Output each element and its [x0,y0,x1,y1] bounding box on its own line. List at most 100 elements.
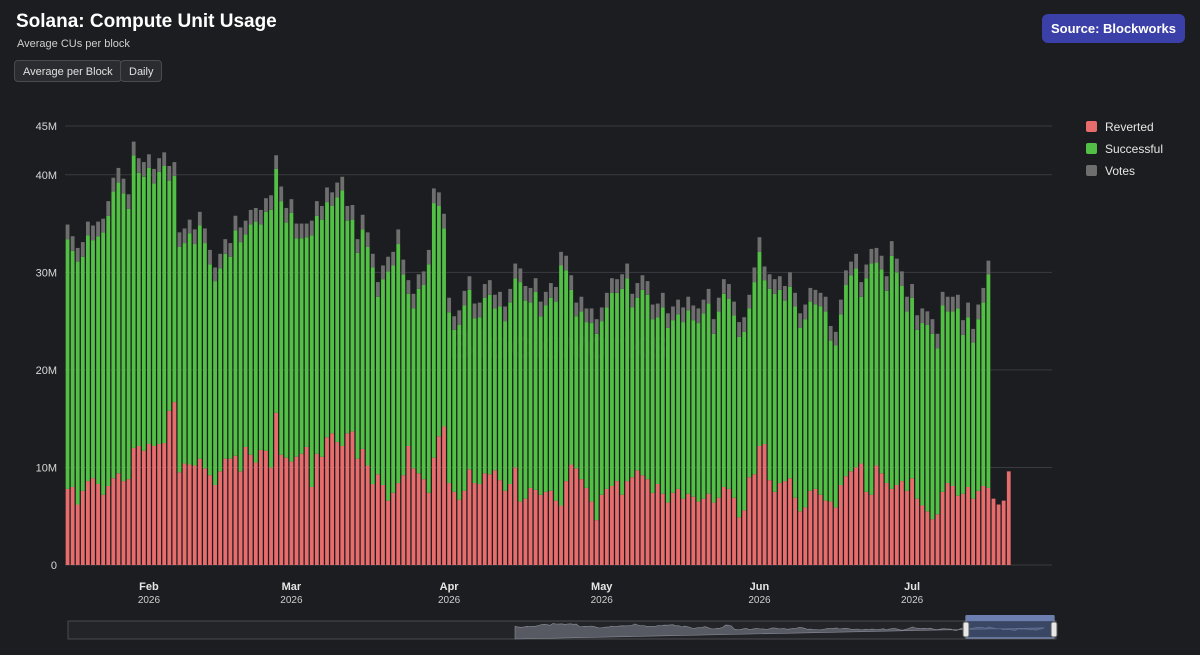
bar-reverted [401,475,406,565]
bar-reverted [844,476,848,565]
bar-successful [538,316,543,495]
legend-item-votes[interactable]: Votes [1086,162,1163,184]
bar-successful [304,237,309,447]
bar-reverted [696,501,701,565]
bar-votes [457,310,462,326]
bar-votes [309,220,314,236]
bar-successful [777,289,782,484]
bar-votes [177,232,182,247]
bar-votes [976,304,981,320]
bar-reverted [218,471,223,565]
bar-successful [604,307,609,489]
bar-reverted [650,492,655,565]
bar-successful [742,331,747,511]
time-navigator[interactable] [67,615,1058,640]
bar-successful [554,301,558,501]
bar-reverted [859,463,864,565]
bar-successful [213,281,217,485]
bar-votes [844,270,848,286]
bar-successful [925,325,930,512]
bar-successful [681,322,686,499]
period-button[interactable]: Daily [120,60,163,82]
bar-successful [732,315,736,498]
bar-reverted [131,447,136,565]
bar-reverted [101,494,106,565]
bar-reverted [767,480,772,565]
bar-votes [813,289,818,305]
bar-votes [513,263,518,279]
legend-item-successful[interactable]: Successful [1086,140,1163,162]
bar-successful [284,222,289,458]
bar-reverted [671,492,675,565]
bar-successful [106,215,111,486]
legend-swatch-reverted [1086,121,1097,132]
bar-successful [849,275,853,472]
x-tick-year: 2026 [901,595,924,606]
bar-votes [645,281,650,295]
bar-votes [528,287,533,303]
bar-reverted [376,474,380,565]
bar-successful [564,270,569,482]
y-tick-label: 0 [51,560,57,572]
bar-reverted [508,484,513,565]
bar-votes [447,297,452,313]
bar-successful [147,167,151,445]
bar-reverted [701,498,706,565]
bar-successful [650,319,655,493]
bar-successful [640,289,645,476]
source-button[interactable]: Source: Blockworks [1042,14,1185,43]
bar-successful [610,292,614,486]
bar-votes [808,287,813,302]
bar-votes [187,219,192,234]
bar-reverted [386,500,390,565]
bar-reverted [732,497,736,565]
bar-votes [630,293,635,308]
bar-successful [884,290,889,484]
bar-successful [961,334,965,494]
bar-reverted [635,470,640,565]
bar-reverted [615,481,619,565]
bar-successful [818,306,823,495]
bar-reverted [737,517,742,565]
bar-reverted [757,445,762,565]
bar-reverted [192,465,197,565]
bar-successful [447,312,452,484]
bar-votes [737,322,742,337]
navigator-handle-left[interactable] [962,621,970,638]
bar-votes [482,284,487,298]
bar-votes [376,282,380,297]
bar-votes [574,302,579,317]
bar-reverted [167,410,172,565]
bar-successful [65,239,70,489]
bar-reverted [752,474,757,565]
bar-reverted [248,454,253,565]
bar-reverted [340,445,345,565]
navigator-selection-bar[interactable] [966,615,1054,621]
bar-reverted [935,514,940,565]
bar-successful [783,300,787,482]
bar-votes [70,236,75,251]
bar-votes [869,248,874,264]
bar-votes [258,209,263,225]
bar-reverted [243,446,248,565]
bar-successful [376,296,380,475]
bar-successful [309,235,314,487]
bar-successful [172,175,177,403]
bar-successful [905,311,909,491]
navigator-handle-right[interactable] [1050,621,1058,638]
bar-votes [325,187,329,203]
bar-successful [930,333,935,520]
bar-reverted [915,498,920,565]
bar-successful [152,183,156,446]
bar-successful [248,224,253,455]
bar-successful [396,244,401,484]
bar-successful [625,278,630,482]
bar-votes [101,218,106,233]
bar-successful [208,264,212,476]
bar-successful [223,253,228,459]
bar-reverted [86,481,90,565]
bar-reverted [925,511,930,565]
legend-item-reverted[interactable]: Reverted [1086,118,1163,140]
bar-votes [594,319,599,334]
bar-votes [421,271,426,286]
